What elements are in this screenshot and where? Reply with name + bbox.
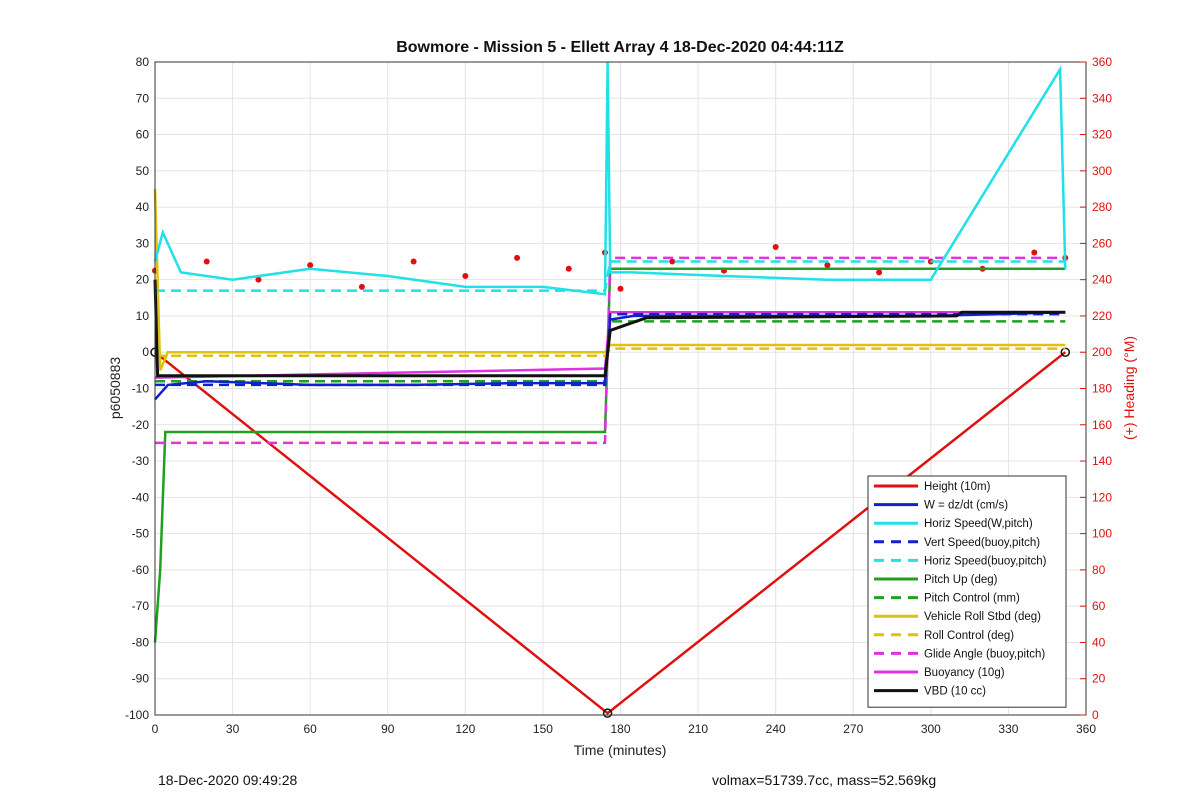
x-tick-label: 330 (998, 722, 1018, 736)
x-tick-label: 180 (610, 722, 630, 736)
y-right-tick-label: 60 (1092, 599, 1106, 613)
y-right-tick-label: 360 (1092, 55, 1112, 69)
legend-entry: Horiz Speed(W,pitch) (924, 518, 1033, 530)
x-tick-label: 30 (226, 722, 240, 736)
y-right-tick-label: 280 (1092, 200, 1112, 214)
y-right-tick-label: 200 (1092, 345, 1112, 359)
heading-point (617, 285, 624, 292)
y-tick-label: -20 (132, 418, 150, 432)
y-right-tick-label: 20 (1092, 672, 1106, 686)
legend-entry: Vert Speed(buoy,pitch) (924, 537, 1040, 549)
legend-entry: Pitch Up (deg) (924, 574, 998, 586)
y-tick-label: -60 (132, 563, 150, 577)
x-tick-label: 150 (533, 722, 553, 736)
heading-point (307, 262, 314, 269)
series-line-5 (153, 267, 1066, 643)
y-tick-label: -50 (132, 527, 150, 541)
y-tick-label: -90 (132, 672, 150, 686)
series-line-4 (155, 260, 1066, 292)
y-tick-label: 20 (136, 273, 150, 287)
height-marker (602, 708, 613, 718)
y-right-tick-label: 340 (1092, 91, 1112, 105)
y-right-tick-label: 120 (1092, 490, 1112, 504)
legend-entry: Roll Control (deg) (924, 630, 1014, 642)
x-tick-label: 360 (1076, 722, 1096, 736)
x-tick-label: 270 (843, 722, 863, 736)
height-marker (1060, 347, 1071, 357)
heading-point (824, 262, 831, 269)
y-axis-right-ticks: 0 20 40 60 80 100 120 140 160 180 200 220 240 260 280 3… (1080, 55, 1112, 722)
heading-point (772, 244, 779, 251)
heading-point (876, 269, 883, 276)
heading-point (255, 276, 262, 283)
footer-volmax-mass: volmax=51739.7cc, mass=52.569kg (712, 772, 937, 788)
legend: Height (10m) W = dz/dt (cm/s) Horiz Speed(… (867, 475, 1067, 708)
y-axis-ticks: -100-90-80-70-60-50-40-30-20-10010203040… (125, 55, 149, 722)
y-right-tick-label: 220 (1092, 309, 1112, 323)
y-tick-label: 40 (136, 200, 150, 214)
y-right-tick-label: 100 (1092, 527, 1112, 541)
legend-entry: Vehicle Roll Stbd (deg) (924, 611, 1041, 623)
y-right-tick-label: 0 (1092, 708, 1099, 722)
x-tick-label: 300 (921, 722, 941, 736)
x-tick-label: 0 (152, 722, 159, 736)
y-right-tick-label: 180 (1092, 382, 1112, 396)
heading-point (358, 283, 365, 290)
legend-entry: Glide Angle (buoy,pitch) (924, 648, 1045, 660)
series-line-7 (153, 188, 1066, 371)
y-tick-label: -80 (132, 635, 150, 649)
y-right-tick-label: 40 (1092, 635, 1106, 649)
footer-timestamp: 18-Dec-2020 09:49:28 (158, 772, 298, 788)
heading-point (514, 254, 521, 261)
legend-box (867, 475, 1067, 708)
y-axis-label: p6050883 (107, 357, 123, 420)
y-tick-label: 50 (136, 164, 150, 178)
legend-entry: Horiz Speed(buoy,pitch) (924, 555, 1047, 567)
y-tick-label: 0 (142, 345, 149, 359)
x-tick-label: 60 (303, 722, 317, 736)
series-line-2 (153, 61, 1067, 296)
y-right-tick-label: 80 (1092, 563, 1106, 577)
heading-point (669, 258, 676, 265)
legend-entry: Height (10m) (924, 481, 991, 493)
heading-point (565, 265, 572, 272)
y-tick-label: 70 (136, 91, 150, 105)
legend-entry: Buoyancy (10g) (924, 667, 1005, 679)
series-layer (150, 61, 1071, 718)
legend-entry: VBD (10 cc) (924, 686, 986, 698)
y-right-tick-label: 240 (1092, 273, 1112, 287)
y-right-tick-label: 300 (1092, 164, 1112, 178)
x-tick-label: 210 (688, 722, 708, 736)
y-tick-label: -70 (132, 599, 150, 613)
heading-point (1031, 249, 1038, 256)
x-tick-label: 120 (455, 722, 475, 736)
y-tick-label: 10 (136, 309, 150, 323)
y-right-tick-label: 260 (1092, 236, 1112, 250)
series-line-9 (155, 256, 1066, 445)
heading-point (203, 258, 210, 265)
y-tick-label: -100 (125, 708, 149, 722)
y-tick-label: -40 (132, 490, 150, 504)
heading-point (410, 258, 417, 265)
y-tick-label: 60 (136, 128, 150, 142)
y-tick-label: -30 (132, 454, 150, 468)
y-axis-right-label: (+) Heading (°M) (1121, 336, 1137, 440)
y-tick-label: -10 (132, 382, 150, 396)
chart-title: Bowmore - Mission 5 - Ellett Array 4 18-… (396, 39, 844, 56)
x-tick-label: 90 (381, 722, 395, 736)
y-right-tick-label: 320 (1092, 128, 1112, 142)
y-right-tick-label: 140 (1092, 454, 1112, 468)
heading-point (462, 273, 469, 280)
y-tick-label: 80 (136, 55, 150, 69)
x-axis-label: Time (minutes) (574, 742, 667, 758)
x-axis-ticks: 0 30 60 90 120 150 180 210 240 270 300 330 360 (152, 722, 1097, 736)
y-right-tick-label: 160 (1092, 418, 1112, 432)
y-tick-label: 30 (136, 236, 150, 250)
x-tick-label: 240 (766, 722, 786, 736)
legend-entry: W = dz/dt (cm/s) (924, 500, 1008, 512)
series-line-0 (154, 351, 1067, 715)
legend-entry: Pitch Control (mm) (924, 593, 1020, 605)
series-line-11 (153, 279, 1066, 378)
